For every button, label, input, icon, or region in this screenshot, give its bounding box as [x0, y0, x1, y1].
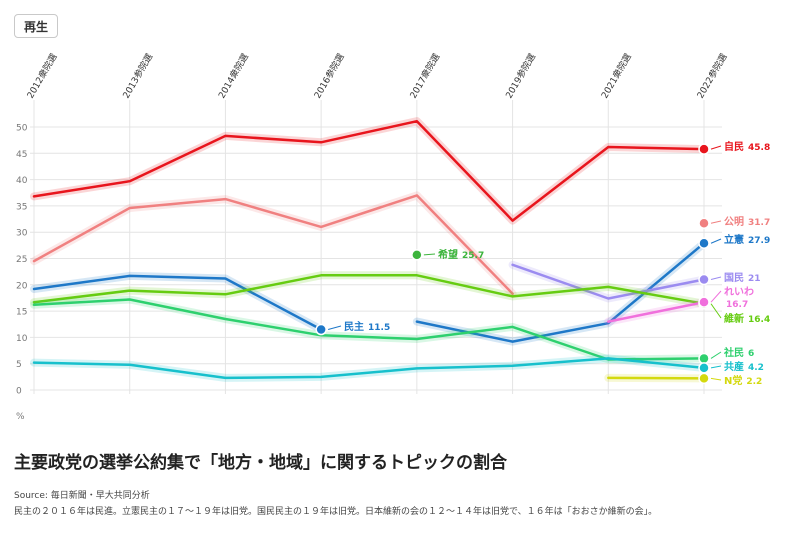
y-tick-label: 45 — [16, 150, 27, 160]
series-end-point — [698, 217, 710, 230]
series-line — [607, 376, 706, 380]
series-value-label: 4.2 — [748, 363, 764, 373]
series-label-leader — [710, 365, 722, 369]
series-end-point — [315, 323, 327, 336]
y-tick-label: 0 — [16, 387, 22, 397]
series-name-label: N党 — [724, 374, 742, 387]
category-label: 2022参院選 — [694, 51, 729, 100]
series-value-label: 16.7 — [726, 300, 748, 310]
y-tick-label: 30 — [16, 229, 28, 239]
y-tick-label: 40 — [16, 176, 28, 186]
y-tick-label: 35 — [16, 202, 27, 212]
series-value-label: 21 — [748, 274, 761, 284]
category-label: 2017衆院選 — [407, 51, 442, 100]
y-tick-label: 15 — [16, 308, 27, 318]
category-label: 2016参院選 — [311, 51, 346, 100]
series-label: 共産 4.2 — [724, 360, 764, 373]
series-label-leader — [710, 351, 722, 359]
series-name-label: 公明 — [724, 216, 744, 228]
series-line — [32, 194, 514, 295]
series-name-label: 民主 — [344, 320, 364, 333]
series-end-point — [698, 237, 710, 249]
series-line — [32, 357, 706, 380]
y-tick-label: 25 — [16, 255, 27, 265]
series-name-label: 維新 — [724, 312, 744, 325]
series-label-leader — [710, 238, 722, 244]
series-line — [32, 119, 706, 222]
series-label: 立憲 27.9 — [724, 233, 770, 246]
chart-end-points — [315, 143, 710, 385]
chart-category-labels: 2012衆院選 2013参院選 2014衆院選 2016参院選 2017衆院選 2019参… — [24, 51, 729, 100]
line-chart: 2012衆院選 2013参院選 2014衆院選 2016参院選 2017衆院選 2019参… — [16, 51, 770, 423]
series-end-point — [411, 249, 423, 261]
category-label: 2014衆院選 — [216, 51, 251, 100]
series-label: 希望 25.7 — [437, 248, 484, 261]
series-name-label: れいわ — [724, 286, 754, 298]
chart-series-labels: 自民 45.8 公明 31.7 民主 11.5 立憲 27.9 希望 25.7 国民 21 維新 16.4… — [328, 140, 770, 387]
series-end-point — [698, 352, 710, 365]
source-note: Source: 毎日新聞・早大共同分析 — [14, 491, 150, 501]
series-end-point — [698, 273, 710, 286]
series-value-label: 27.9 — [748, 236, 770, 246]
series-end-point — [698, 296, 710, 308]
series-label-leader — [328, 325, 342, 330]
series-line — [32, 274, 323, 331]
series-value-label: 11.5 — [368, 323, 390, 333]
series-line — [32, 274, 706, 305]
series-value-label: 31.7 — [748, 218, 770, 228]
series-name-label: 希望 — [437, 248, 458, 261]
y-tick-label: 5 — [16, 360, 22, 370]
series-label: 国民 21 — [724, 272, 761, 284]
y-axis-unit: % — [16, 412, 25, 422]
series-name-label: 自民 — [724, 140, 744, 153]
series-line — [32, 298, 706, 361]
series-value-label: 2.2 — [746, 377, 762, 387]
series-line-glow — [30, 354, 708, 382]
series-value-label: 25.7 — [462, 251, 484, 261]
series-label-leader — [710, 220, 722, 224]
category-label: 2021衆院選 — [598, 51, 633, 100]
chart-y-ticks: 0 5 10 15 20 25 30 35 40 45 50% — [16, 124, 28, 423]
series-name-label: 立憲 — [724, 233, 744, 246]
series-value-label: 16.4 — [748, 315, 770, 325]
replay-button[interactable]: 再生 — [14, 14, 58, 38]
footnote: 民主の２０１６年は民進。立憲民主の１７～１９年は旧党。国民民主の１９年は旧党。日… — [14, 507, 658, 517]
series-label-leader — [423, 253, 436, 256]
series-line — [415, 241, 706, 343]
series-label: 社民 6 — [723, 346, 754, 359]
series-value-label: 45.8 — [748, 143, 770, 153]
series-label-leader — [710, 377, 722, 381]
category-label: 2013参院選 — [120, 51, 155, 100]
series-name-label: 社民 — [723, 346, 744, 359]
series-label: 公明 31.7 — [724, 216, 770, 228]
series-label-leader — [710, 290, 722, 303]
series-line — [511, 263, 706, 300]
series-label: 民主 11.5 — [344, 320, 390, 333]
y-tick-label: 50 — [16, 124, 28, 134]
category-label: 2019参院選 — [503, 51, 538, 100]
series-label-leader — [710, 145, 722, 150]
category-label: 2012衆院選 — [24, 51, 59, 100]
chart-title: 主要政党の選挙公約集で「地方・地域」に関するトピックの割合 — [14, 453, 507, 473]
series-label: 自民 45.8 — [724, 140, 770, 153]
series-line — [607, 300, 706, 323]
series-value-label: 6 — [748, 349, 754, 359]
series-label: N党 2.2 — [724, 374, 762, 387]
series-end-point — [698, 143, 710, 155]
series-label-leader — [710, 303, 722, 319]
series-end-point — [698, 372, 710, 385]
series-label-leader — [710, 276, 722, 281]
chart-series — [30, 117, 708, 383]
series-end-point — [698, 362, 710, 374]
series-name-label: 国民 — [724, 272, 744, 284]
series-label: 維新 16.4 — [724, 312, 770, 325]
y-tick-label: 20 — [16, 281, 28, 291]
series-name-label: 共産 — [724, 360, 744, 373]
y-tick-label: 10 — [16, 334, 28, 344]
